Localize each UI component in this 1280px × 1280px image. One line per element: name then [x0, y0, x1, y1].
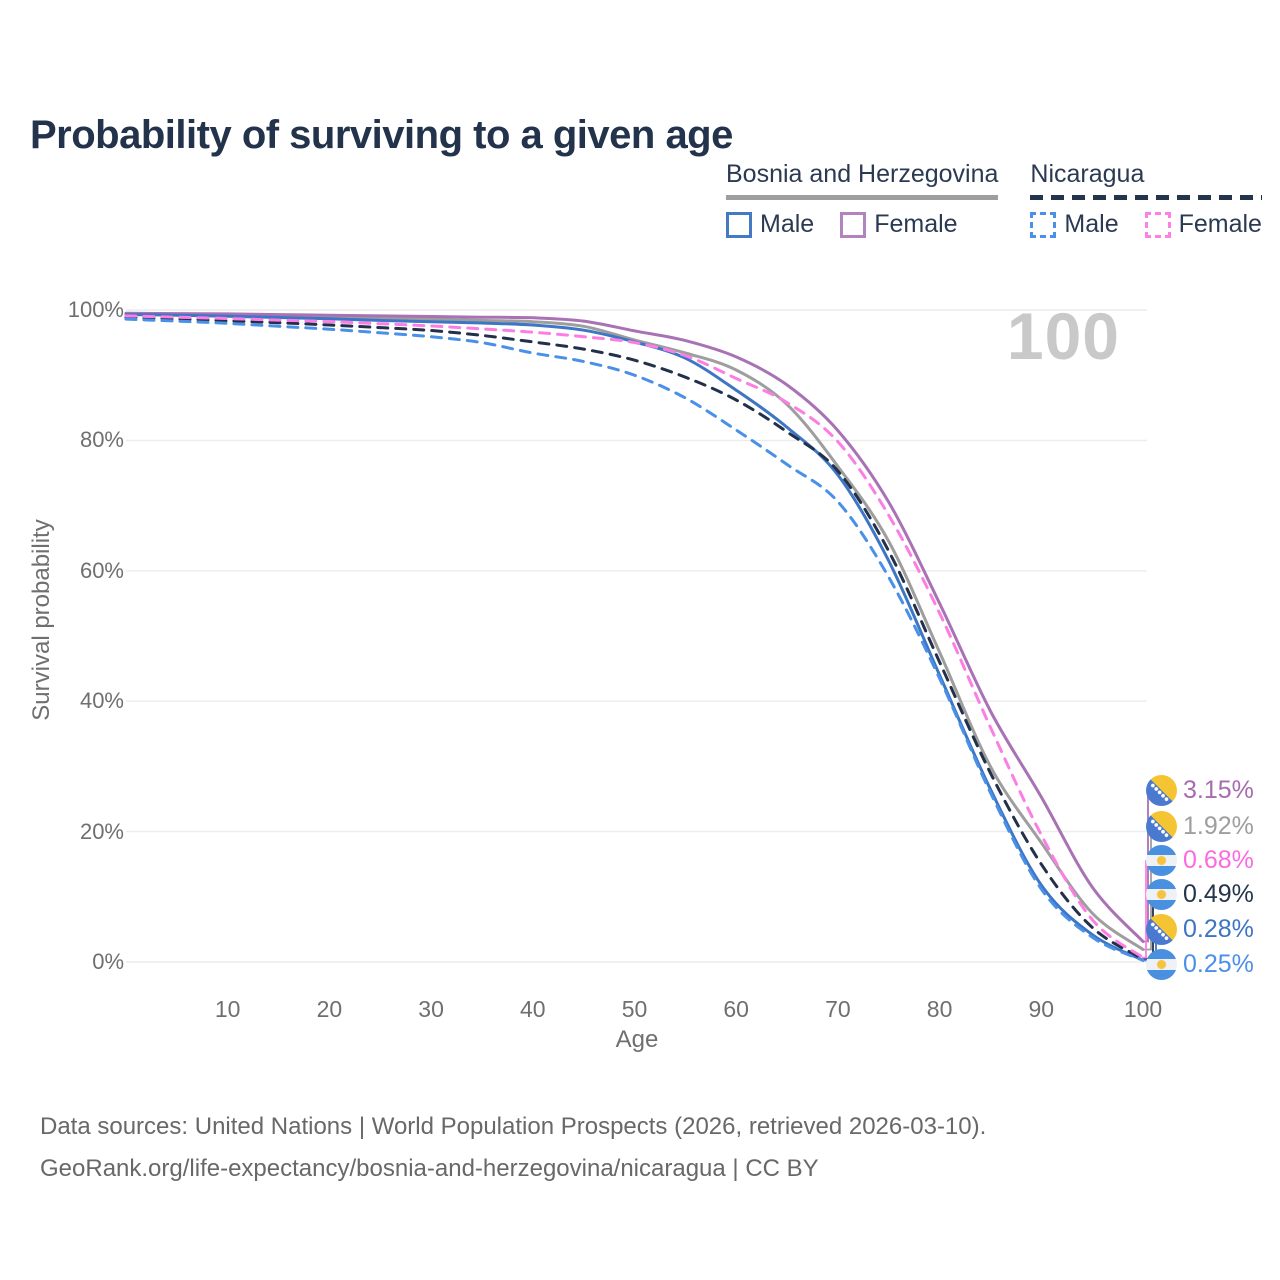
legend-item-bih-male[interactable]: Male: [726, 210, 814, 239]
x-axis-tick-label: 70: [825, 996, 851, 1022]
x-axis-tick-label: 80: [926, 996, 953, 1022]
bosnia-flag-icon: [1146, 811, 1177, 842]
end-value-text: 3.15%: [1183, 776, 1254, 804]
y-axis-tick-label: 60%: [79, 557, 124, 583]
survival-curve[interactable]: [124, 315, 1145, 961]
end-value-text: 0.68%: [1183, 846, 1254, 874]
x-axis-tick-label: 50: [621, 996, 648, 1022]
y-axis-tick-label: 0%: [92, 949, 124, 974]
end-label-row: 1.92%: [1146, 811, 1254, 842]
x-axis-tick-label: 30: [418, 996, 444, 1022]
bih-line-style-icon: [726, 195, 999, 200]
legend-item-nicaragua-male[interactable]: Male: [1030, 210, 1119, 239]
survival-curve[interactable]: [124, 314, 1145, 960]
x-axis-tick-label: 90: [1028, 996, 1055, 1022]
y-axis-tick-label: 20%: [79, 818, 124, 844]
legend-item-nicaragua-female[interactable]: Female: [1144, 210, 1262, 239]
x-axis-tick-label: 20: [316, 996, 343, 1022]
legend-group-bih: Bosnia and Herzegovina Male Female: [726, 160, 999, 239]
attribution-text: GeoRank.org/life-expectancy/bosnia-and-h…: [40, 1155, 819, 1182]
nicaragua-flag-icon: [1146, 949, 1177, 980]
x-axis-tick-label: 40: [520, 996, 546, 1022]
end-value-text: 0.25%: [1183, 950, 1254, 978]
page-title: Probability of surviving to a given age: [30, 112, 733, 157]
end-label-row: 0.49%: [1146, 879, 1254, 910]
end-label-row: 0.25%: [1146, 949, 1254, 980]
bosnia-flag-icon: [1146, 775, 1177, 806]
y-axis-tick-label: 100%: [67, 297, 124, 322]
legend-group-nicaragua-label: Nicaragua: [1030, 160, 1145, 188]
end-value-text: 0.28%: [1183, 915, 1254, 943]
legend-item-label: Female: [874, 210, 958, 238]
legend-group-nicaragua: Nicaragua Male Female: [1030, 160, 1262, 239]
end-label-row: 0.28%: [1146, 914, 1254, 945]
nicaragua-male-swatch-icon: [1030, 211, 1057, 238]
end-value-text: 1.92%: [1183, 812, 1254, 840]
highlighted-age-watermark: 100: [1006, 299, 1120, 373]
bosnia-flag-icon: [1146, 914, 1177, 945]
survival-curve[interactable]: [124, 312, 1145, 951]
legend-group-bih-label: Bosnia and Herzegovina: [726, 160, 999, 188]
bih-male-swatch-icon: [726, 211, 752, 238]
legend: Bosnia and Herzegovina Male Female Nicar…: [726, 160, 1262, 239]
nicaragua-female-swatch-icon: [1144, 211, 1171, 238]
nicaragua-line-style-icon: [1030, 195, 1262, 200]
end-value-text: 0.49%: [1183, 880, 1254, 908]
bih-female-swatch-icon: [840, 211, 867, 238]
x-axis-tick-label: 60: [723, 996, 749, 1022]
survival-curve[interactable]: [124, 317, 1145, 962]
survival-curve[interactable]: [124, 311, 1145, 943]
end-label-row: 0.68%: [1146, 845, 1254, 876]
legend-item-label: Female: [1178, 210, 1262, 238]
survival-curve[interactable]: [124, 313, 1145, 962]
nicaragua-flag-icon: [1146, 845, 1177, 876]
x-axis-title: Age: [615, 1026, 659, 1053]
legend-item-label: Male: [760, 210, 815, 238]
data-sources-text: Data sources: United Nations | World Pop…: [40, 1113, 987, 1140]
legend-item-bih-female[interactable]: Female: [840, 210, 958, 239]
y-axis-tick-label: 80%: [79, 427, 124, 453]
x-axis-tick-label: 10: [214, 996, 241, 1022]
y-axis-title: Survival probability: [28, 519, 55, 721]
footer: Data sources: United Nations | World Pop…: [40, 1106, 986, 1190]
y-axis-tick-label: 40%: [79, 688, 124, 714]
end-label-row: 3.15%: [1146, 775, 1254, 806]
nicaragua-flag-icon: [1146, 879, 1177, 910]
legend-item-label: Male: [1064, 210, 1119, 238]
x-axis-tick-label: 100: [1123, 996, 1163, 1022]
